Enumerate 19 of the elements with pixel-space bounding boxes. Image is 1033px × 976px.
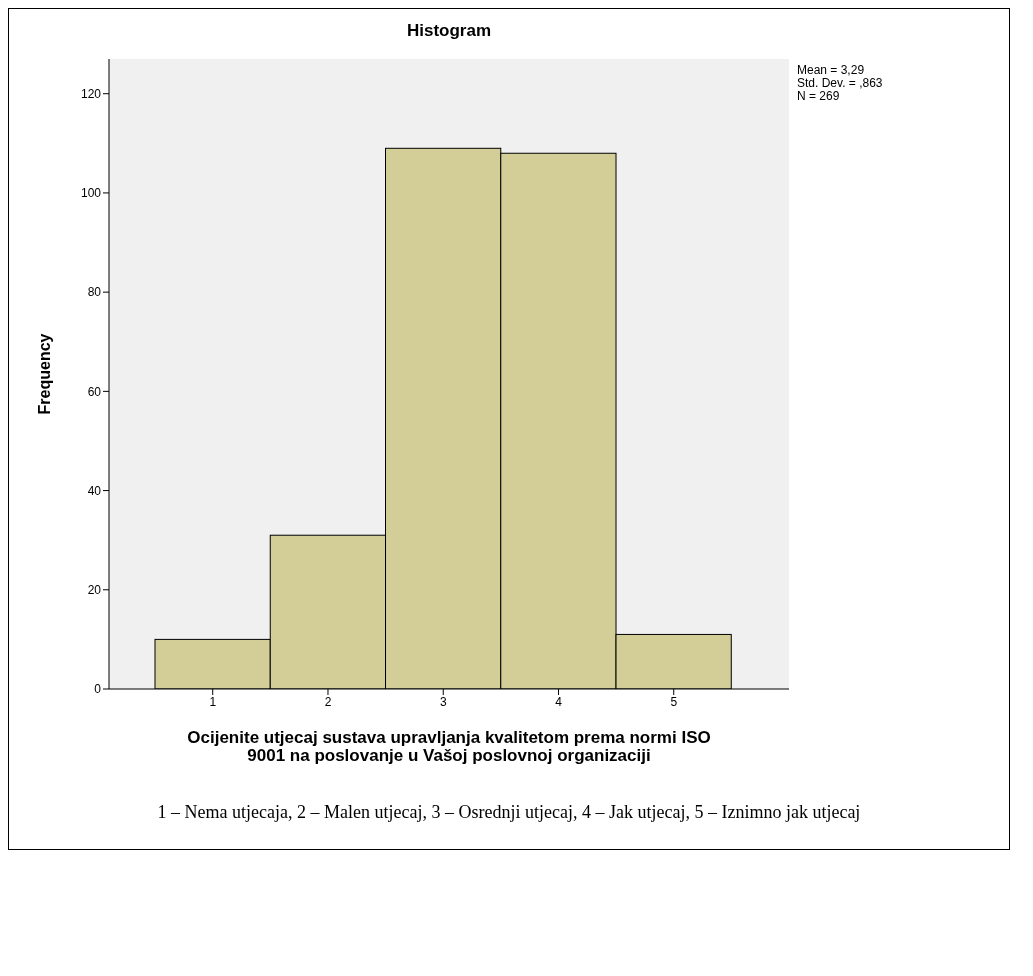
y-tick-label: 80 xyxy=(87,285,102,300)
x-tick-label: 3 xyxy=(439,694,447,709)
x-axis-title: Ocijenite utjecaj sustava upravljanja kvalitetom prema normi ISO 9001 na poslovanje u Vašoj poslovnoj organizaciji xyxy=(186,728,712,765)
x-tick-label: 5 xyxy=(670,694,678,709)
y-tick-label: 0 xyxy=(94,682,102,697)
y-tick-label: 40 xyxy=(87,483,102,498)
chart-title: Histogram xyxy=(405,21,493,41)
x-tick-label: 1 xyxy=(209,694,217,709)
x-tick-label: 2 xyxy=(324,694,332,709)
y-tick-label: 60 xyxy=(87,384,102,399)
text: Mean = 3,29 xyxy=(797,63,866,77)
x-tick-label: 4 xyxy=(555,694,563,709)
y-tick-label: 100 xyxy=(80,186,102,201)
text: Std. Dev. = ,863 xyxy=(797,76,883,90)
y-axis-title: Frequency xyxy=(35,333,53,415)
text: 1 – Nema utjecaja, 2 – Malen utjecaj, 3 – Osrednji utjecaj, 4 – Jak utjecaj, 5 – Iznimno jak utjecaj xyxy=(156,801,862,824)
y-tick-label: 120 xyxy=(80,86,102,101)
y-tick-label: 20 xyxy=(87,583,102,598)
text: N = 269 xyxy=(797,89,841,103)
